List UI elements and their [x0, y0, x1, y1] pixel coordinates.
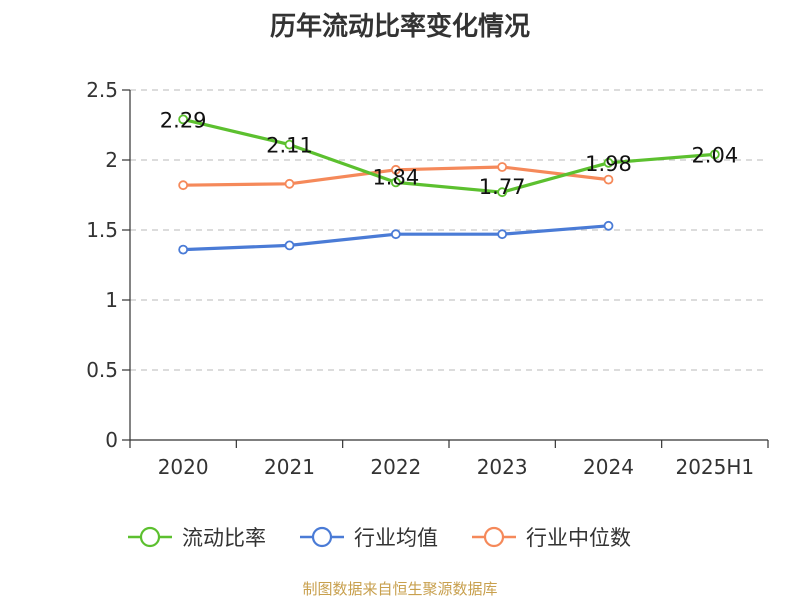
legend-label: 行业均值: [354, 526, 438, 550]
x-tick-label: 2022: [370, 455, 421, 479]
data-label: 2.11: [266, 134, 313, 158]
data-labels: 2.29 2.11 1.84 1.77 1.98 2.04: [160, 108, 738, 199]
data-point: [603, 220, 614, 231]
data-point: [390, 177, 401, 188]
x-tick-label: 2020: [158, 455, 209, 479]
data-point: [284, 139, 295, 150]
data-label: 1.84: [372, 165, 419, 189]
data-point: [178, 244, 189, 255]
legend-marker: [139, 526, 161, 548]
data-point: [284, 178, 295, 189]
data-point: [390, 229, 401, 240]
data-point: [709, 149, 720, 160]
data-point: [178, 114, 189, 125]
chart-title: 历年流动比率变化情况: [269, 12, 530, 42]
data-label: 1.77: [479, 175, 526, 199]
y-tick-label: 2: [105, 148, 118, 172]
y-tick-label: 2.5: [86, 78, 118, 102]
y-tick-label: 0.5: [86, 358, 118, 382]
data-label: 2.29: [160, 108, 207, 132]
x-tick-label: 2023: [477, 455, 528, 479]
legend-label: 流动比率: [182, 526, 266, 550]
data-point: [497, 162, 508, 172]
legend-label: 行业中位数: [526, 526, 631, 550]
x-tick-label: 2025H1: [675, 455, 754, 479]
grid-lines: [130, 89, 768, 371]
data-point: [497, 229, 508, 240]
source-note: 制图数据来自恒生聚源数据库: [302, 580, 498, 598]
data-point: [603, 157, 614, 168]
legend-marker: [483, 526, 505, 548]
y-tick-label: 0: [105, 428, 118, 452]
legend-marker: [311, 526, 333, 548]
series-line: [182, 117, 715, 194]
data-point: [178, 180, 189, 191]
x-tick-label: 2021: [264, 455, 315, 479]
data-point: [390, 164, 401, 175]
legend: 流动比率 行业均值 行业中位数: [128, 526, 631, 550]
y-tick-label: 1: [105, 288, 118, 312]
y-tick-label: 1.5: [86, 218, 118, 242]
data-label: 1.98: [585, 152, 632, 176]
axes: 0 0.5 1 1.5 2 2.5 2020 2021 2022 2023 2024 2025H1: [86, 78, 769, 479]
data-point: [603, 174, 614, 185]
data-label: 2.04: [691, 143, 738, 167]
data-point: [284, 240, 295, 251]
series-lines: [178, 114, 720, 255]
x-tick-label: 2024: [583, 455, 634, 479]
data-point: [497, 187, 508, 198]
